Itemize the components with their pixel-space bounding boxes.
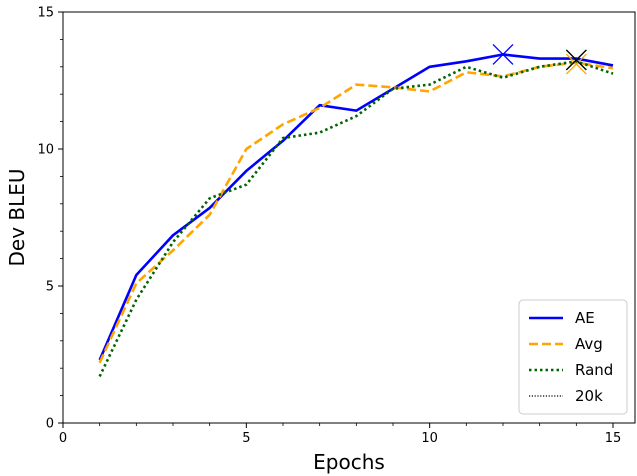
legend-box (518, 299, 628, 415)
y-axis-label: Dev BLEU (5, 168, 29, 266)
y-tick-label: 15 (37, 6, 54, 21)
x-tick-label: 0 (59, 431, 67, 446)
legend-label-20k: 20k (575, 387, 603, 405)
legend-label-rand: Rand (575, 361, 613, 379)
series-line-ae (98, 53, 614, 361)
y-tick-label: 0 (46, 417, 54, 432)
best-marker-ae (492, 44, 514, 65)
plot-frame (62, 11, 636, 424)
plot-area (98, 44, 614, 377)
legend-label-avg: Avg (575, 335, 603, 353)
axes: 0 5 10 15 0 5 10 15 (37, 6, 621, 447)
x-tick-label: 10 (421, 431, 438, 446)
y-tick-label: 10 (37, 143, 54, 158)
best-marker-avg (565, 53, 587, 75)
best-marker-20k (565, 49, 587, 71)
legend: AE Avg Rand 20k (518, 299, 628, 415)
series-line-rand (98, 60, 614, 377)
x-tick-label: 5 (242, 431, 250, 446)
legend-label-ae: AE (575, 309, 595, 327)
series-line-avg (98, 61, 614, 364)
x-axis-label: Epochs (313, 450, 385, 474)
y-tick-label: 5 (46, 280, 54, 295)
x-tick-label: 15 (605, 431, 622, 446)
